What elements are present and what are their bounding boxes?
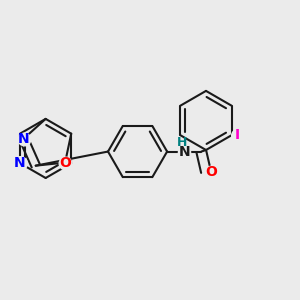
Text: N: N: [178, 145, 190, 159]
Text: O: O: [205, 165, 217, 179]
Text: I: I: [235, 128, 240, 142]
Text: O: O: [59, 156, 71, 170]
Text: N: N: [14, 156, 26, 170]
Text: H: H: [176, 136, 187, 149]
Text: N: N: [18, 132, 29, 146]
